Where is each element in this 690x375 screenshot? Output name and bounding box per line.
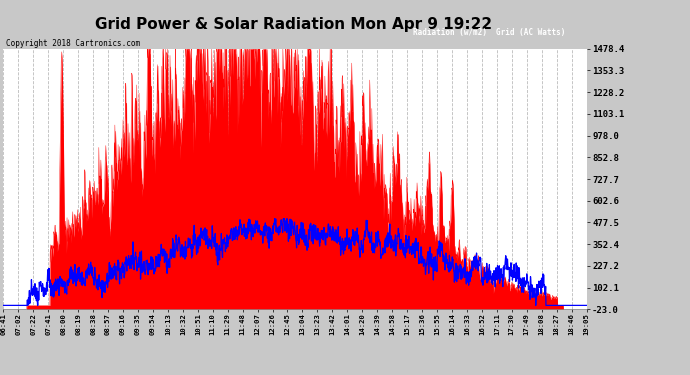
Text: Copyright 2018 Cartronics.com: Copyright 2018 Cartronics.com [6, 39, 139, 48]
Text: Grid Power & Solar Radiation Mon Apr 9 19:22: Grid Power & Solar Radiation Mon Apr 9 1… [95, 17, 492, 32]
Text: Radiation (w/m2): Radiation (w/m2) [413, 28, 487, 37]
Text: Grid (AC Watts): Grid (AC Watts) [495, 28, 565, 37]
